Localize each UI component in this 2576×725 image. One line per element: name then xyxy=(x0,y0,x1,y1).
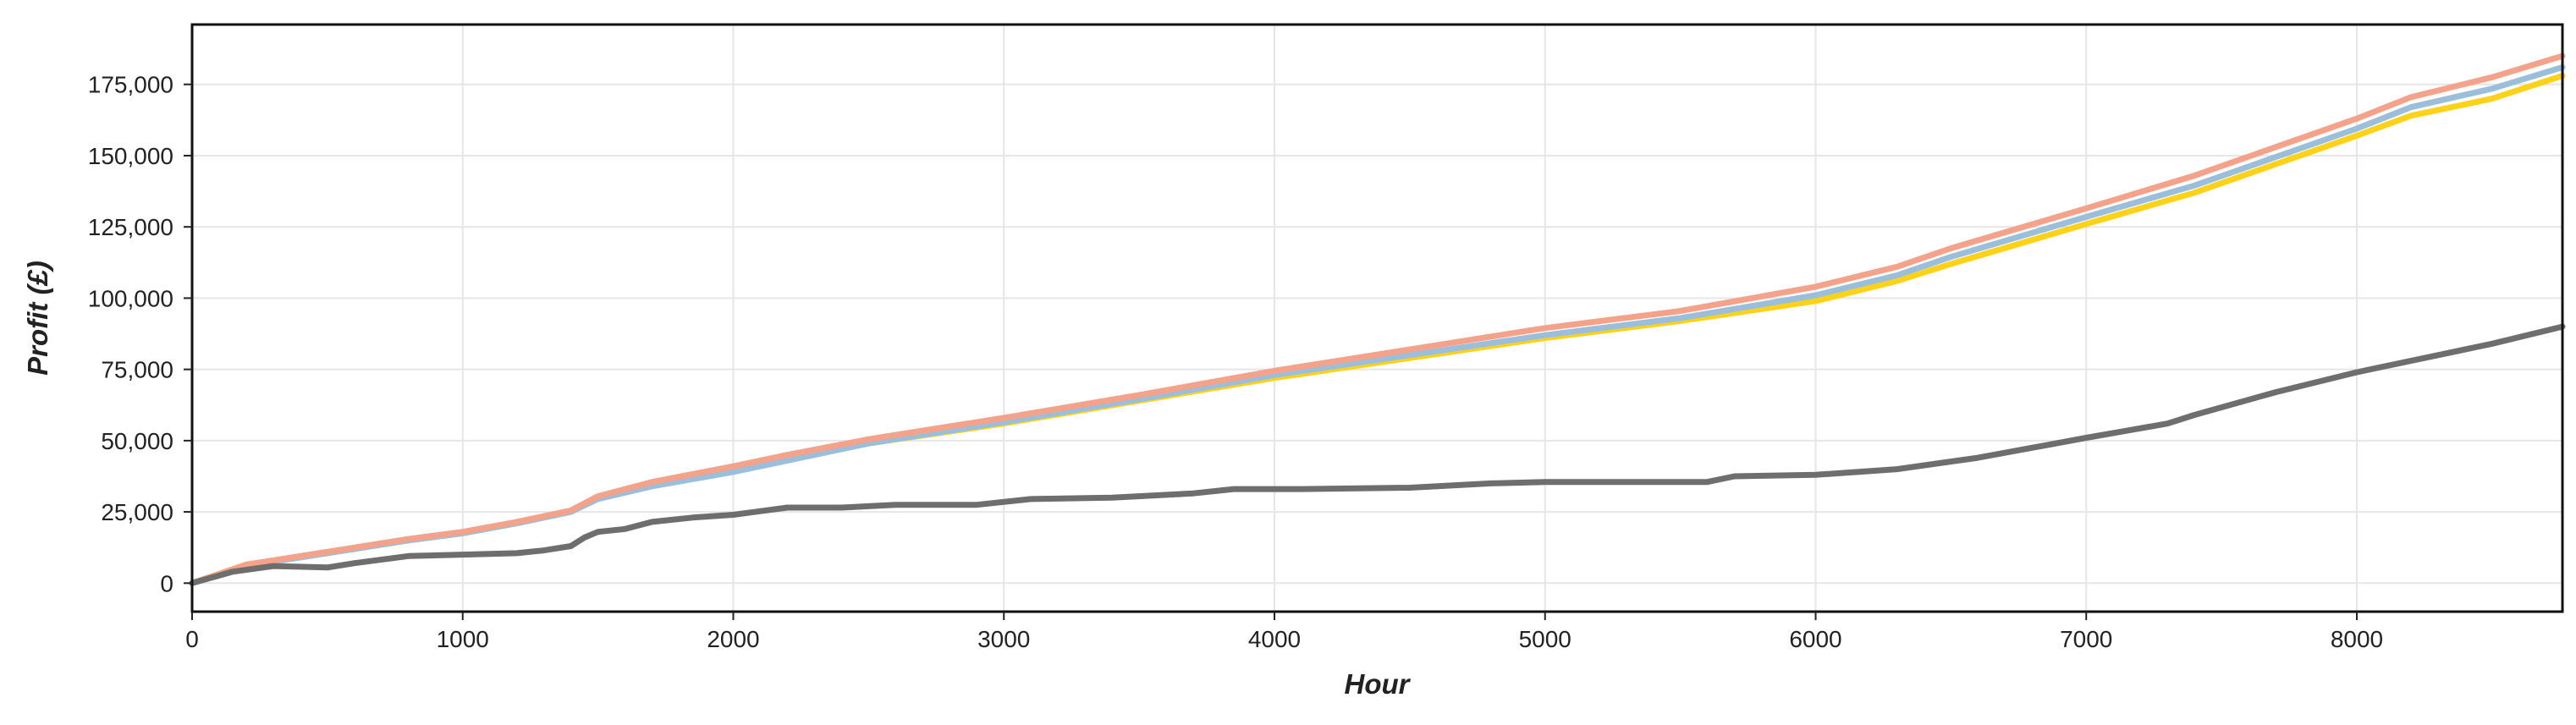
series-line-3 xyxy=(189,52,2566,586)
x-tick-label: 2000 xyxy=(707,626,759,652)
y-tick-label: 25,000 xyxy=(101,499,173,525)
x-tick-label: 8000 xyxy=(2331,626,2383,652)
x-tick-label: 4000 xyxy=(1248,626,1301,652)
x-tick-label: 6000 xyxy=(1789,626,1841,652)
y-tick-label: 50,000 xyxy=(101,428,173,454)
x-tick-label: 5000 xyxy=(1519,626,1571,652)
series-line-2 xyxy=(189,64,2566,586)
series-line-1 xyxy=(189,73,2566,586)
y-tick-label: 75,000 xyxy=(101,357,173,383)
x-tick-label: 1000 xyxy=(437,626,489,652)
x-tick-label: 3000 xyxy=(977,626,1030,652)
y-tick-label: 175,000 xyxy=(88,72,173,98)
plot-frame xyxy=(190,23,2564,613)
x-tick-label: 0 xyxy=(185,626,199,652)
x-axis-ticks: 0 1000 2000 3000 4000 5000 6000 7000 8000 xyxy=(185,612,2383,652)
x-tick-label: 7000 xyxy=(2060,626,2112,652)
x-axis-label: Hour xyxy=(1345,668,1412,700)
y-tick-label: 0 xyxy=(160,570,173,596)
series-line-4 xyxy=(189,323,2566,586)
grid-lines xyxy=(191,25,2562,612)
series-lines xyxy=(189,52,2566,586)
y-tick-label: 100,000 xyxy=(88,285,173,311)
y-axis-ticks: 0 25,000 50,000 75,000 100,000 125,000 150,000… xyxy=(88,72,192,596)
y-axis-label: Profit (£) xyxy=(22,261,53,376)
y-tick-label: 125,000 xyxy=(88,214,173,240)
y-tick-label: 150,000 xyxy=(88,143,173,169)
